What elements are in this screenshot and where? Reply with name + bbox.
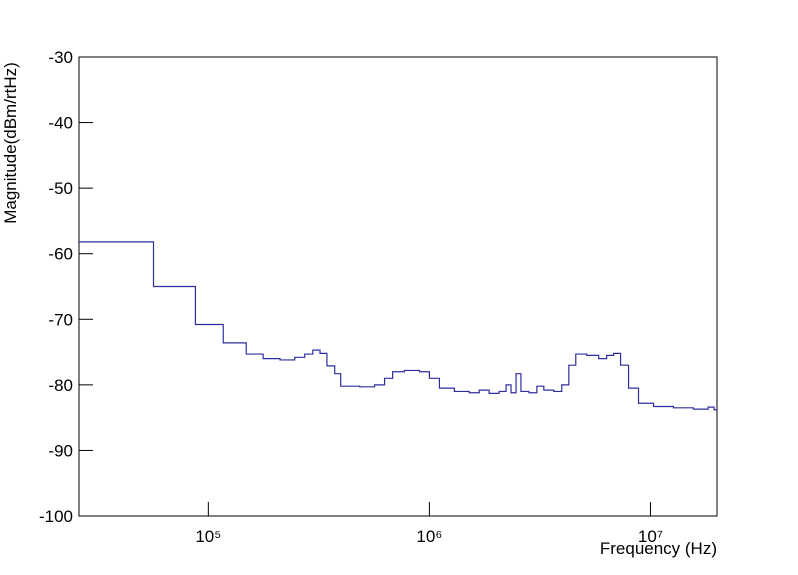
plot-frame: [78, 56, 718, 517]
x-tick-label: 10⁷: [638, 527, 663, 546]
y-tick-label: -40: [48, 114, 73, 133]
y-tick-label: -50: [48, 179, 73, 198]
data-line: [79, 241, 717, 411]
x-tick-label: 10⁵: [195, 527, 221, 546]
y-tick-label: -30: [48, 48, 73, 67]
y-tick-label: -70: [48, 310, 73, 329]
x-axis-label: Frequency (Hz): [600, 539, 717, 558]
y-tick-label: -90: [48, 441, 73, 460]
y-tick-label: -60: [48, 245, 73, 264]
x-tick-label: 10⁶: [416, 527, 442, 546]
y-axis-label: Magnitude(dBm/rtHz): [1, 62, 20, 224]
y-tick-label: -80: [48, 376, 73, 395]
y-tick-label: -100: [39, 507, 73, 526]
